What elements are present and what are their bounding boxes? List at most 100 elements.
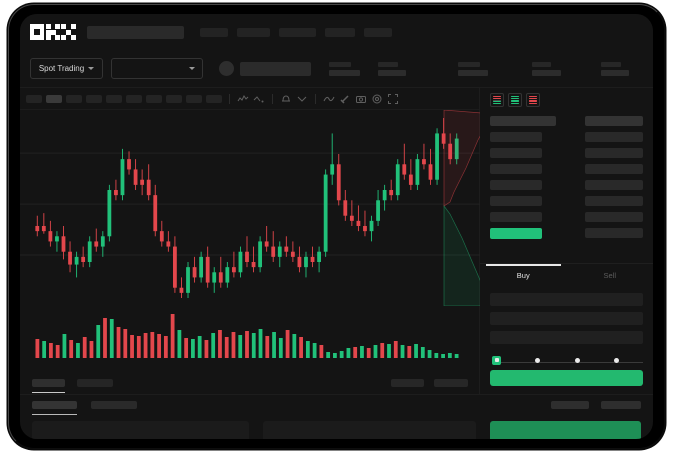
tab-sell[interactable]: Sell	[567, 264, 654, 287]
market-type-selector[interactable]: Spot Trading	[30, 58, 103, 79]
nav-item-5[interactable]	[364, 27, 392, 37]
logo-o-icon	[30, 24, 44, 40]
timeframe-button-4[interactable]	[86, 94, 102, 103]
global-search-input[interactable]	[87, 25, 184, 39]
trend-line-icon[interactable]	[323, 93, 335, 105]
timeframe-button-7[interactable]	[146, 94, 162, 103]
volume-svg	[35, 314, 459, 358]
ticker-stat-2-label	[378, 61, 398, 67]
okx-logo[interactable]	[30, 24, 76, 40]
nav-item-1[interactable]	[200, 27, 228, 37]
chart-type-icon[interactable]	[296, 93, 308, 105]
trading-pair-selector[interactable]	[111, 58, 203, 79]
order-form-fields	[480, 287, 653, 350]
compare-icon[interactable]	[253, 93, 265, 105]
nav-item-4[interactable]	[325, 27, 355, 37]
orderbook-row[interactable]	[490, 164, 542, 174]
nav-item-2[interactable]	[237, 27, 270, 37]
chart-footer-tab-2[interactable]	[77, 379, 113, 387]
bottom-card-1[interactable]	[32, 421, 249, 439]
orderbook-header	[480, 88, 653, 112]
indicators-icon[interactable]	[237, 93, 249, 105]
ticker-stat-5-label	[601, 61, 621, 67]
order-amount-input[interactable]	[490, 312, 643, 325]
orderbook-view-asks-icon[interactable]	[526, 93, 540, 107]
candlestick-chart[interactable]	[20, 110, 480, 306]
timeframe-button-1[interactable]	[26, 94, 42, 103]
ticker-bar: Spot Trading	[20, 50, 653, 88]
orderbook-row[interactable]	[585, 228, 643, 238]
timeframe-button-10[interactable]	[206, 94, 222, 103]
orderbook-row[interactable]	[585, 196, 643, 206]
timeframe-button-8[interactable]	[166, 94, 182, 103]
volume-histogram	[20, 306, 480, 372]
chart-panel	[20, 88, 480, 394]
orderbook-row[interactable]	[490, 212, 542, 222]
ticker-stat-5-value	[601, 69, 629, 76]
slider-node-4[interactable]	[613, 357, 619, 363]
slider-handle[interactable]	[492, 355, 501, 365]
order-side-tabs: Buy Sell	[480, 263, 653, 287]
orderbook-asks-column	[585, 116, 643, 259]
orderbook-row[interactable]	[585, 164, 643, 174]
tab-buy[interactable]: Buy	[480, 264, 567, 287]
ticker-stat-1-value	[329, 69, 360, 76]
device-frame: Spot Trading	[8, 4, 665, 449]
bottom-card-3[interactable]	[489, 421, 641, 439]
orderbook-row[interactable]	[490, 180, 542, 190]
slider-node-3[interactable]	[574, 357, 580, 363]
orderbook-view-bids-icon[interactable]	[508, 93, 522, 107]
coin-avatar	[219, 61, 234, 76]
current-pair-name	[240, 61, 311, 76]
bottom-tab-1[interactable]	[32, 401, 77, 415]
orderbook-column-header	[490, 116, 556, 126]
timeframe-button-6[interactable]	[126, 94, 142, 103]
chart-footer-action-1[interactable]	[391, 379, 424, 387]
ticker-stat-3-label	[458, 61, 480, 67]
bottom-panel	[20, 394, 653, 439]
order-total-input[interactable]	[490, 331, 643, 344]
place-buy-order-button[interactable]	[490, 370, 643, 386]
orderbook-row[interactable]	[585, 180, 643, 190]
alert-icon[interactable]	[280, 93, 292, 105]
orderbook-view-both-icon[interactable]	[490, 93, 504, 107]
orderbook-row[interactable]	[585, 212, 643, 222]
logo-k-icon	[45, 24, 60, 40]
orderbook-row[interactable]	[490, 148, 542, 158]
orderbook-row[interactable]	[490, 196, 542, 206]
chart-footer-tab-1[interactable]	[32, 379, 65, 393]
bottom-action-1[interactable]	[551, 401, 589, 409]
timeframe-button-9[interactable]	[186, 94, 202, 103]
orderbook-row[interactable]	[490, 132, 542, 142]
logo-x-icon	[61, 24, 76, 40]
order-percent-slider[interactable]	[480, 350, 653, 368]
chart-toolbar	[20, 88, 479, 110]
slider-node-2[interactable]	[535, 357, 541, 363]
ticker-stat-5	[601, 61, 629, 76]
fullscreen-icon[interactable]	[387, 93, 399, 105]
ticker-stat-4-value	[532, 69, 561, 76]
bottom-card-2[interactable]	[262, 421, 476, 439]
candlestick-svg	[20, 110, 480, 306]
ticker-stat-1	[329, 61, 360, 76]
timeframe-button-5[interactable]	[106, 94, 122, 103]
tab-sell-label: Sell	[603, 271, 616, 280]
ticker-stat-2-value	[378, 69, 406, 76]
magnet-icon[interactable]	[339, 93, 351, 105]
orderbook-best-price-row[interactable]	[490, 228, 542, 239]
main-content: Buy Sell	[20, 88, 653, 394]
settings-icon[interactable]	[371, 93, 383, 105]
bottom-action-2[interactable]	[601, 401, 641, 409]
ticker-stat-4	[532, 61, 561, 76]
orderbook-row[interactable]	[585, 132, 643, 142]
timeframe-button-3[interactable]	[66, 94, 82, 103]
toolbar-divider	[272, 93, 273, 104]
orderbook-row[interactable]	[585, 148, 643, 158]
chart-footer-action-2[interactable]	[434, 379, 468, 387]
camera-icon[interactable]	[355, 93, 367, 105]
bottom-tab-2[interactable]	[91, 401, 137, 409]
order-price-input[interactable]	[490, 293, 643, 306]
nav-item-3[interactable]	[279, 27, 316, 37]
orderbook-bids-column	[490, 116, 556, 259]
timeframe-button-2[interactable]	[46, 94, 62, 103]
